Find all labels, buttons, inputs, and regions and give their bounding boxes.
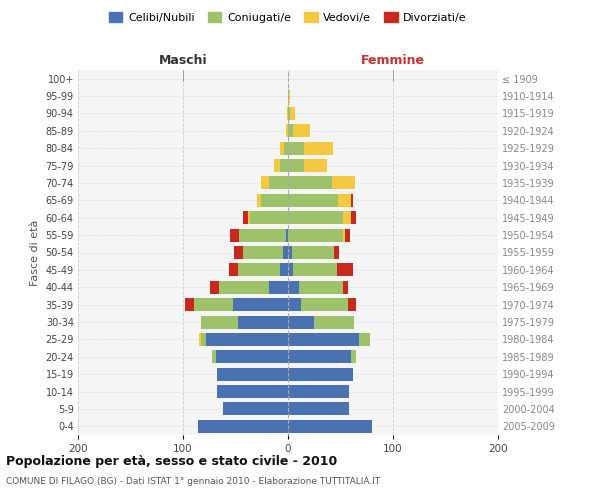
Bar [280, 159, 288, 172]
Bar [274, 159, 280, 172]
Text: Popolazione per età, sesso e stato civile - 2010: Popolazione per età, sesso e stato civil… [6, 455, 337, 468]
Bar [290, 107, 295, 120]
Bar [332, 176, 355, 190]
Bar [217, 368, 288, 380]
Bar [288, 107, 290, 120]
Bar [243, 246, 283, 259]
Bar [288, 333, 359, 346]
Bar [288, 176, 332, 190]
Bar [260, 194, 288, 207]
Bar [269, 176, 288, 190]
Bar [238, 316, 288, 328]
Bar [210, 280, 218, 294]
Bar [233, 298, 288, 311]
Bar [304, 142, 333, 154]
Bar [338, 194, 351, 207]
Y-axis label: Fasce di età: Fasce di età [30, 220, 40, 286]
Bar [288, 90, 290, 102]
Bar [269, 280, 288, 294]
Bar [359, 333, 370, 346]
Bar [288, 159, 304, 172]
Bar [288, 246, 292, 259]
Bar [217, 385, 288, 398]
Bar [348, 298, 356, 311]
Bar [301, 298, 348, 311]
Bar [293, 124, 310, 138]
Bar [238, 264, 280, 276]
Bar [198, 420, 288, 433]
Bar [243, 211, 248, 224]
Bar [199, 333, 201, 346]
Bar [288, 420, 372, 433]
Bar [257, 194, 260, 207]
Bar [288, 280, 299, 294]
Bar [201, 316, 238, 328]
Bar [288, 350, 351, 364]
Bar [288, 316, 314, 328]
Bar [288, 124, 293, 138]
Bar [288, 385, 349, 398]
Bar [288, 194, 338, 207]
Bar [337, 264, 353, 276]
Bar [304, 159, 327, 172]
Bar [280, 142, 284, 154]
Bar [288, 211, 343, 224]
Text: Maschi: Maschi [158, 54, 208, 66]
Bar [284, 142, 288, 154]
Bar [185, 298, 193, 311]
Bar [288, 228, 343, 241]
Bar [345, 228, 350, 241]
Bar [288, 142, 304, 154]
Text: Femmine: Femmine [361, 54, 425, 66]
Bar [286, 124, 288, 138]
Bar [215, 350, 288, 364]
Bar [229, 264, 238, 276]
Bar [293, 264, 337, 276]
Bar [286, 228, 288, 241]
Bar [212, 350, 215, 364]
Bar [201, 333, 206, 346]
Bar [343, 228, 345, 241]
Bar [239, 228, 286, 241]
Bar [288, 402, 349, 415]
Bar [206, 333, 288, 346]
Bar [288, 368, 353, 380]
Bar [351, 194, 353, 207]
Bar [193, 298, 233, 311]
Bar [223, 402, 288, 415]
Bar [288, 264, 293, 276]
Bar [280, 264, 288, 276]
Bar [235, 246, 243, 259]
Bar [314, 316, 354, 328]
Bar [343, 211, 351, 224]
Bar [283, 246, 288, 259]
Bar [261, 176, 269, 190]
Bar [287, 107, 288, 120]
Bar [351, 350, 356, 364]
Bar [248, 211, 250, 224]
Bar [219, 280, 269, 294]
Bar [343, 280, 348, 294]
Bar [334, 246, 340, 259]
Bar [288, 298, 301, 311]
Bar [292, 246, 334, 259]
Text: COMUNE DI FILAGO (BG) - Dati ISTAT 1° gennaio 2010 - Elaborazione TUTTITALIA.IT: COMUNE DI FILAGO (BG) - Dati ISTAT 1° ge… [6, 478, 380, 486]
Bar [351, 211, 356, 224]
Legend: Celibi/Nubili, Coniugati/e, Vedovi/e, Divorziati/e: Celibi/Nubili, Coniugati/e, Vedovi/e, Di… [105, 8, 471, 28]
Bar [250, 211, 288, 224]
Bar [299, 280, 343, 294]
Bar [230, 228, 239, 241]
